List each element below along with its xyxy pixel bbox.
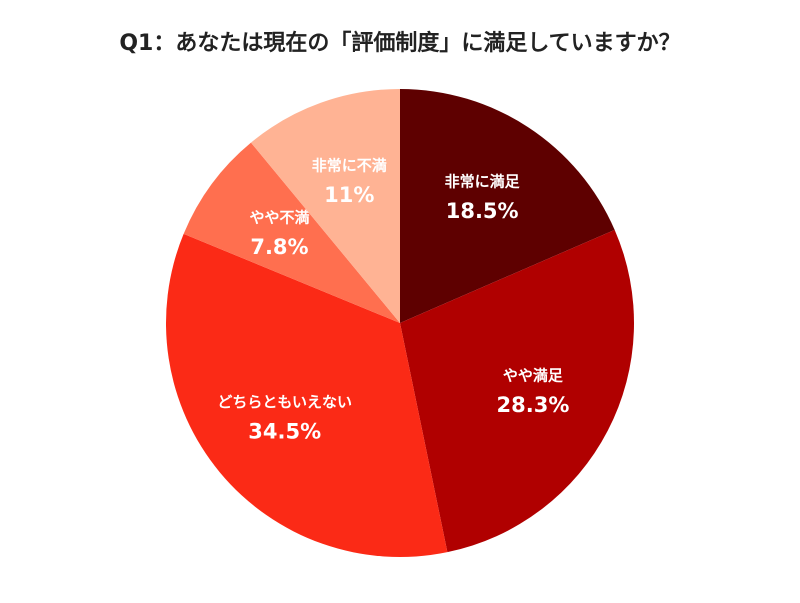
pie-slice [165,233,448,558]
value-label: 34.5% [248,420,321,444]
value-label: 28.3% [497,393,570,417]
value-label: 11% [324,183,374,207]
value-label: 7.8% [250,235,308,259]
chart-title: Q1：あなたは現在の「評価制度」に満足していますか？ [119,30,680,56]
pie-slice [183,142,400,323]
slice-label: 非常に満足 [445,172,521,190]
pie-slice [400,229,634,553]
slice-label: どちらともいえない [217,393,352,411]
slice-label: 非常に不満 [312,157,387,175]
pie-slice [250,89,400,323]
slice-label: やや満足 [503,366,564,384]
value-label: 18.5% [446,199,519,223]
slice-label: やや不満 [249,209,309,227]
pie-slice [400,89,615,323]
